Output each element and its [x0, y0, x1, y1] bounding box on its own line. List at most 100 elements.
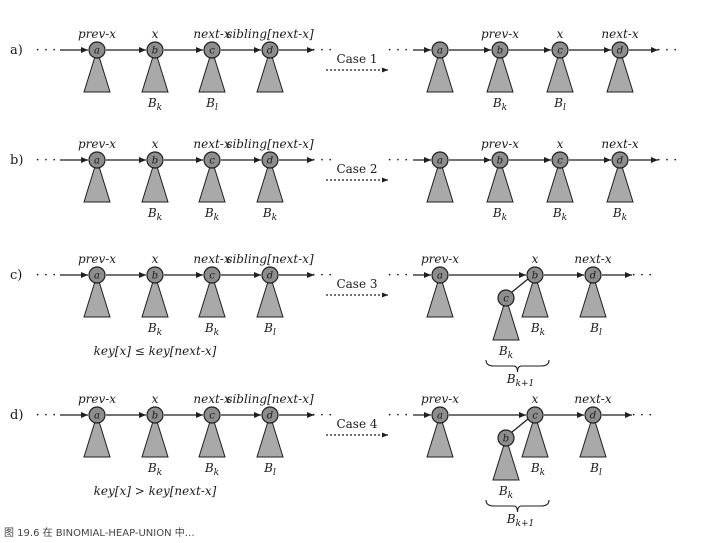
row-label: d) — [10, 408, 23, 423]
row-d: d) · · · · · · prev-x a xb Bk next-x c Bk sibling[… — [10, 392, 388, 478]
node-c-letter: c — [209, 411, 215, 422]
node-a — [431, 151, 449, 169]
node-b-letter: b — [152, 411, 158, 422]
subtree — [256, 273, 284, 318]
node-b-letter: b — [532, 271, 538, 282]
label-next-x: next-x — [574, 252, 611, 266]
result-d: · · · · · · prev-x x next-x a c b d Bk Bk Bl Bk+1 — [388, 392, 653, 529]
node-b — [526, 266, 544, 284]
subtree-size: Bk — [204, 461, 219, 478]
node-b — [146, 41, 164, 59]
label-prev-x: prev-x — [78, 252, 116, 266]
node-a-letter: a — [94, 271, 100, 282]
ellipsis-right: · · · — [657, 153, 678, 168]
label-x: x — [152, 392, 159, 406]
subtree — [426, 158, 454, 203]
ellipsis-left: · · · — [388, 408, 409, 423]
node-a — [431, 41, 449, 59]
subtree-size: Bk — [147, 96, 162, 113]
node-b-letter: b — [152, 271, 158, 282]
subtree-size: Bk — [492, 206, 507, 223]
node-c — [203, 151, 221, 169]
node-c — [526, 406, 544, 424]
node-d — [261, 266, 279, 284]
ellipsis-left: · · · — [36, 153, 57, 168]
label-x: x — [152, 252, 159, 266]
ellipsis-right: · · · — [312, 408, 333, 423]
row-label: a) — [10, 43, 23, 58]
subtree — [83, 48, 111, 93]
node-b-letter: b — [503, 434, 509, 445]
node-b — [146, 406, 164, 424]
node-c-letter: c — [209, 46, 215, 57]
subtree — [606, 158, 634, 203]
node-c — [497, 289, 515, 307]
node-c-letter: c — [209, 156, 215, 167]
subtree — [83, 158, 111, 203]
subtree-size: Bk+1 — [506, 512, 535, 529]
node-a-letter: a — [94, 411, 100, 422]
subtree-size: Bl — [553, 96, 566, 113]
node-b — [491, 41, 509, 59]
subtree-size: Bk — [204, 321, 219, 338]
subtree-size: Bl — [589, 321, 602, 338]
subtree — [492, 296, 520, 341]
node-b-letter: b — [497, 156, 503, 167]
subtree — [198, 273, 226, 318]
label: next-x — [601, 137, 638, 151]
subtree — [256, 413, 284, 458]
node-b — [146, 151, 164, 169]
label-next-x: next-x — [193, 137, 230, 151]
node-a-letter: a — [437, 156, 443, 167]
subtree — [426, 273, 454, 318]
subtree — [141, 158, 169, 203]
node-d-letter: d — [617, 46, 623, 57]
label-x: x — [532, 392, 539, 406]
ellipsis-left: · · · — [388, 153, 409, 168]
node-a — [88, 41, 106, 59]
node-c-letter: c — [557, 46, 563, 57]
subtree — [141, 273, 169, 318]
subtree-size: Bk — [204, 206, 219, 223]
node-d-letter: d — [617, 156, 623, 167]
ellipsis-left: · · · — [36, 268, 57, 283]
condition-text: key[x] > key[next-x] — [94, 484, 217, 498]
label: prev-x — [481, 27, 519, 41]
node-d — [611, 151, 629, 169]
subtree — [606, 48, 634, 93]
label-prev-x: prev-x — [78, 392, 116, 406]
subtree — [83, 413, 111, 458]
case-label: Case 3 — [336, 277, 377, 291]
node-a — [88, 151, 106, 169]
subtree — [256, 48, 284, 93]
link-edge — [511, 278, 529, 293]
node-b — [497, 429, 515, 447]
subtree-size: Bk — [530, 461, 545, 478]
subtree — [198, 413, 226, 458]
node-c — [551, 41, 569, 59]
subtree — [83, 273, 111, 318]
label-next-x: next-x — [193, 252, 230, 266]
subtree-size: Bk — [530, 321, 545, 338]
row-label: c) — [10, 268, 22, 283]
subtree-size: Bk — [147, 321, 162, 338]
case-label: Case 4 — [336, 417, 377, 431]
subtree-size: Bk — [492, 96, 507, 113]
node-a-letter: a — [437, 411, 443, 422]
label-prev-x: prev-x — [421, 252, 459, 266]
node-a — [88, 266, 106, 284]
subtree-size: Bl — [263, 321, 276, 338]
subtree — [492, 436, 520, 481]
result-b: · · · · · · a prev-x b Bk xc Bk next-x d Bk — [388, 137, 678, 223]
label-sibling: sibling[next-x] — [226, 252, 314, 266]
ellipsis-right: · · · — [312, 153, 333, 168]
label-sibling: sibling[next-x] — [226, 137, 314, 151]
node-d — [261, 151, 279, 169]
node-c — [551, 151, 569, 169]
subtree-size: Bk — [498, 484, 513, 501]
node-c-letter: c — [503, 294, 509, 305]
ellipsis-left: · · · — [36, 408, 57, 423]
subtree — [521, 413, 549, 458]
ellipsis-left: · · · — [388, 43, 409, 58]
subtree-size: Bl — [589, 461, 602, 478]
